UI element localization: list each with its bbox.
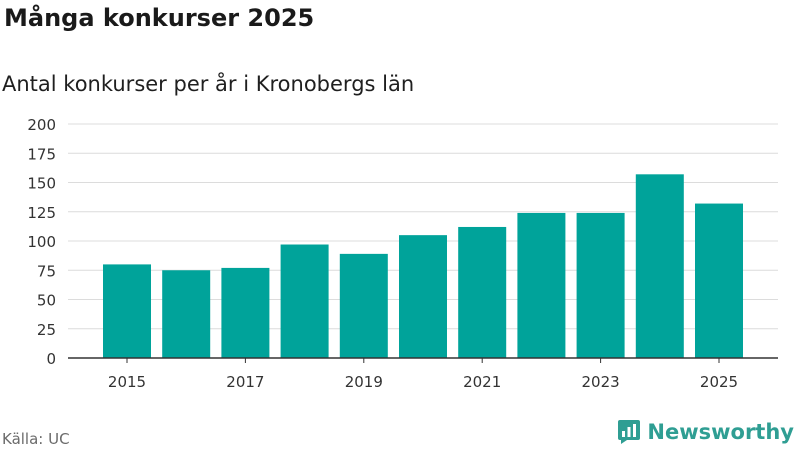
bar: [458, 226, 507, 358]
bar: [103, 264, 151, 358]
bar: [280, 244, 329, 358]
y-tick-label: 150: [27, 175, 56, 193]
y-tick-label: 100: [27, 233, 56, 251]
bar: [517, 212, 566, 358]
y-tick-label: 25: [37, 321, 56, 339]
x-tick-label: 2015: [108, 373, 146, 391]
bar: [576, 212, 625, 358]
bar: [162, 270, 211, 358]
bar: [221, 267, 270, 358]
y-tick-label: 75: [37, 262, 56, 280]
y-tick-label: 175: [27, 145, 56, 163]
x-tick-label: 2019: [345, 373, 383, 391]
bar: [399, 235, 447, 358]
chart-title: Många konkurser 2025: [4, 4, 315, 32]
newsworthy-logo-icon: [618, 420, 641, 444]
source-note: Källa: UC: [2, 430, 70, 448]
bar: [695, 203, 743, 358]
y-tick-label: 200: [27, 116, 56, 134]
y-tick-label: 125: [27, 204, 56, 222]
x-tick-label: 2017: [226, 373, 264, 391]
bar: [635, 174, 684, 358]
x-tick-label: 2025: [700, 373, 738, 391]
y-tick-label: 50: [37, 292, 56, 310]
y-tick-label: 0: [46, 350, 56, 368]
brand-name: Newsworthy: [647, 420, 794, 444]
chart-subtitle: Antal konkurser per år i Kronobergs län: [2, 72, 415, 96]
x-tick-label: 2023: [582, 373, 620, 391]
brand-logo: Newsworthy: [617, 419, 794, 445]
x-tick-label: 2021: [463, 373, 501, 391]
bar: [339, 253, 388, 358]
